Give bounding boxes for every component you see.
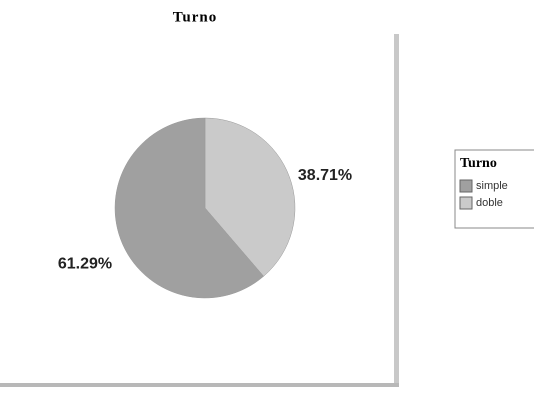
pie-slice <box>114 117 264 299</box>
legend-swatch <box>459 179 473 193</box>
panel-shadow <box>0 383 399 387</box>
value-label: 61.29% <box>58 256 112 273</box>
legend-swatch <box>459 196 473 210</box>
legend-label: simple <box>476 180 508 192</box>
legend-label: doble <box>476 197 503 209</box>
chart-title: Turno <box>173 9 217 25</box>
pie-slice <box>204 117 296 277</box>
legend-title: Turno <box>460 156 497 171</box>
value-label: 38.71% <box>298 167 352 184</box>
panel-shadow <box>394 34 399 386</box>
